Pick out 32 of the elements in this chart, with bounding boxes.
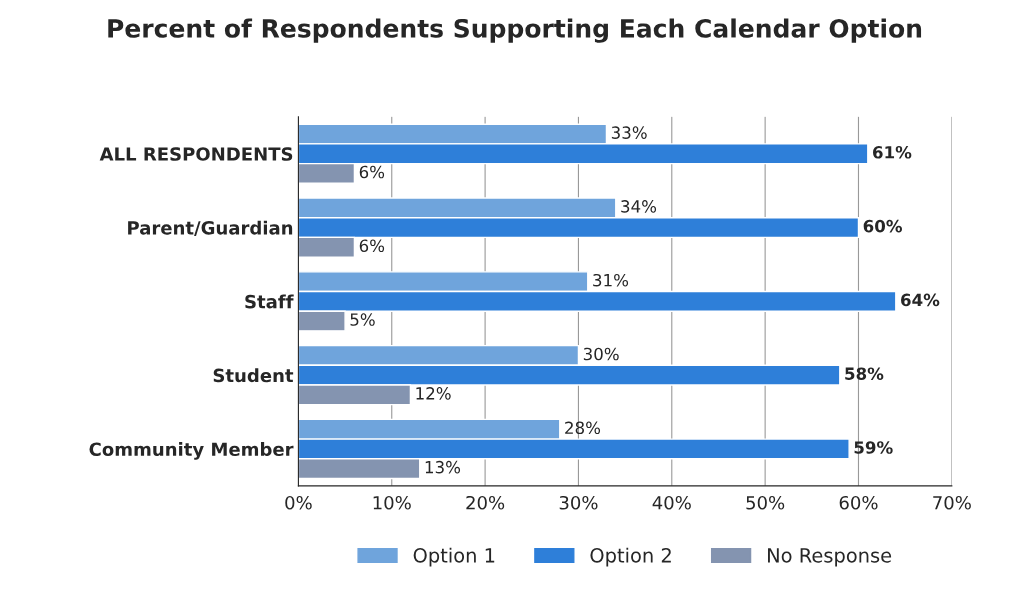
data-label: 64% — [901, 293, 940, 307]
x-tick-label: 0% — [285, 495, 312, 510]
y-tick-label: ALL RESPONDENTS — [99, 147, 293, 161]
legend-label: No Response — [768, 548, 892, 567]
data-label: 61% — [873, 145, 912, 159]
data-label: 5% — [350, 313, 375, 326]
x-tick-label: 30% — [559, 495, 598, 510]
legend-label: Option 2 — [590, 547, 671, 567]
x-tick-label: 10% — [373, 495, 411, 510]
data-label: 59% — [854, 441, 893, 454]
data-label: 6% — [359, 239, 385, 253]
data-label: 6% — [359, 165, 385, 179]
y-tick-label: Staff — [245, 294, 294, 309]
legend-label: Option 1 — [413, 547, 495, 567]
x-tick-label: 50% — [746, 495, 785, 510]
data-label: 13% — [425, 460, 461, 474]
y-tick-label: Parent/Guardian — [128, 220, 293, 237]
data-label: 30% — [583, 347, 619, 361]
data-label: 33% — [611, 126, 647, 139]
x-tick-label: 20% — [466, 495, 505, 510]
x-tick-label: 70% — [933, 495, 971, 510]
y-tick-label: Student — [213, 368, 294, 383]
data-label: 58% — [845, 367, 884, 380]
data-label: 34% — [621, 200, 657, 213]
chart-title: Percent of Respondents Supporting Each Calendar Option — [108, 18, 922, 43]
data-label: 31% — [593, 273, 629, 287]
x-tick-label: 40% — [652, 495, 691, 510]
data-label: 60% — [863, 219, 903, 233]
x-tick-label: 60% — [839, 495, 878, 510]
y-tick-label: Community Member — [89, 442, 294, 460]
data-label: 28% — [565, 421, 601, 435]
data-label: 12% — [416, 387, 451, 400]
